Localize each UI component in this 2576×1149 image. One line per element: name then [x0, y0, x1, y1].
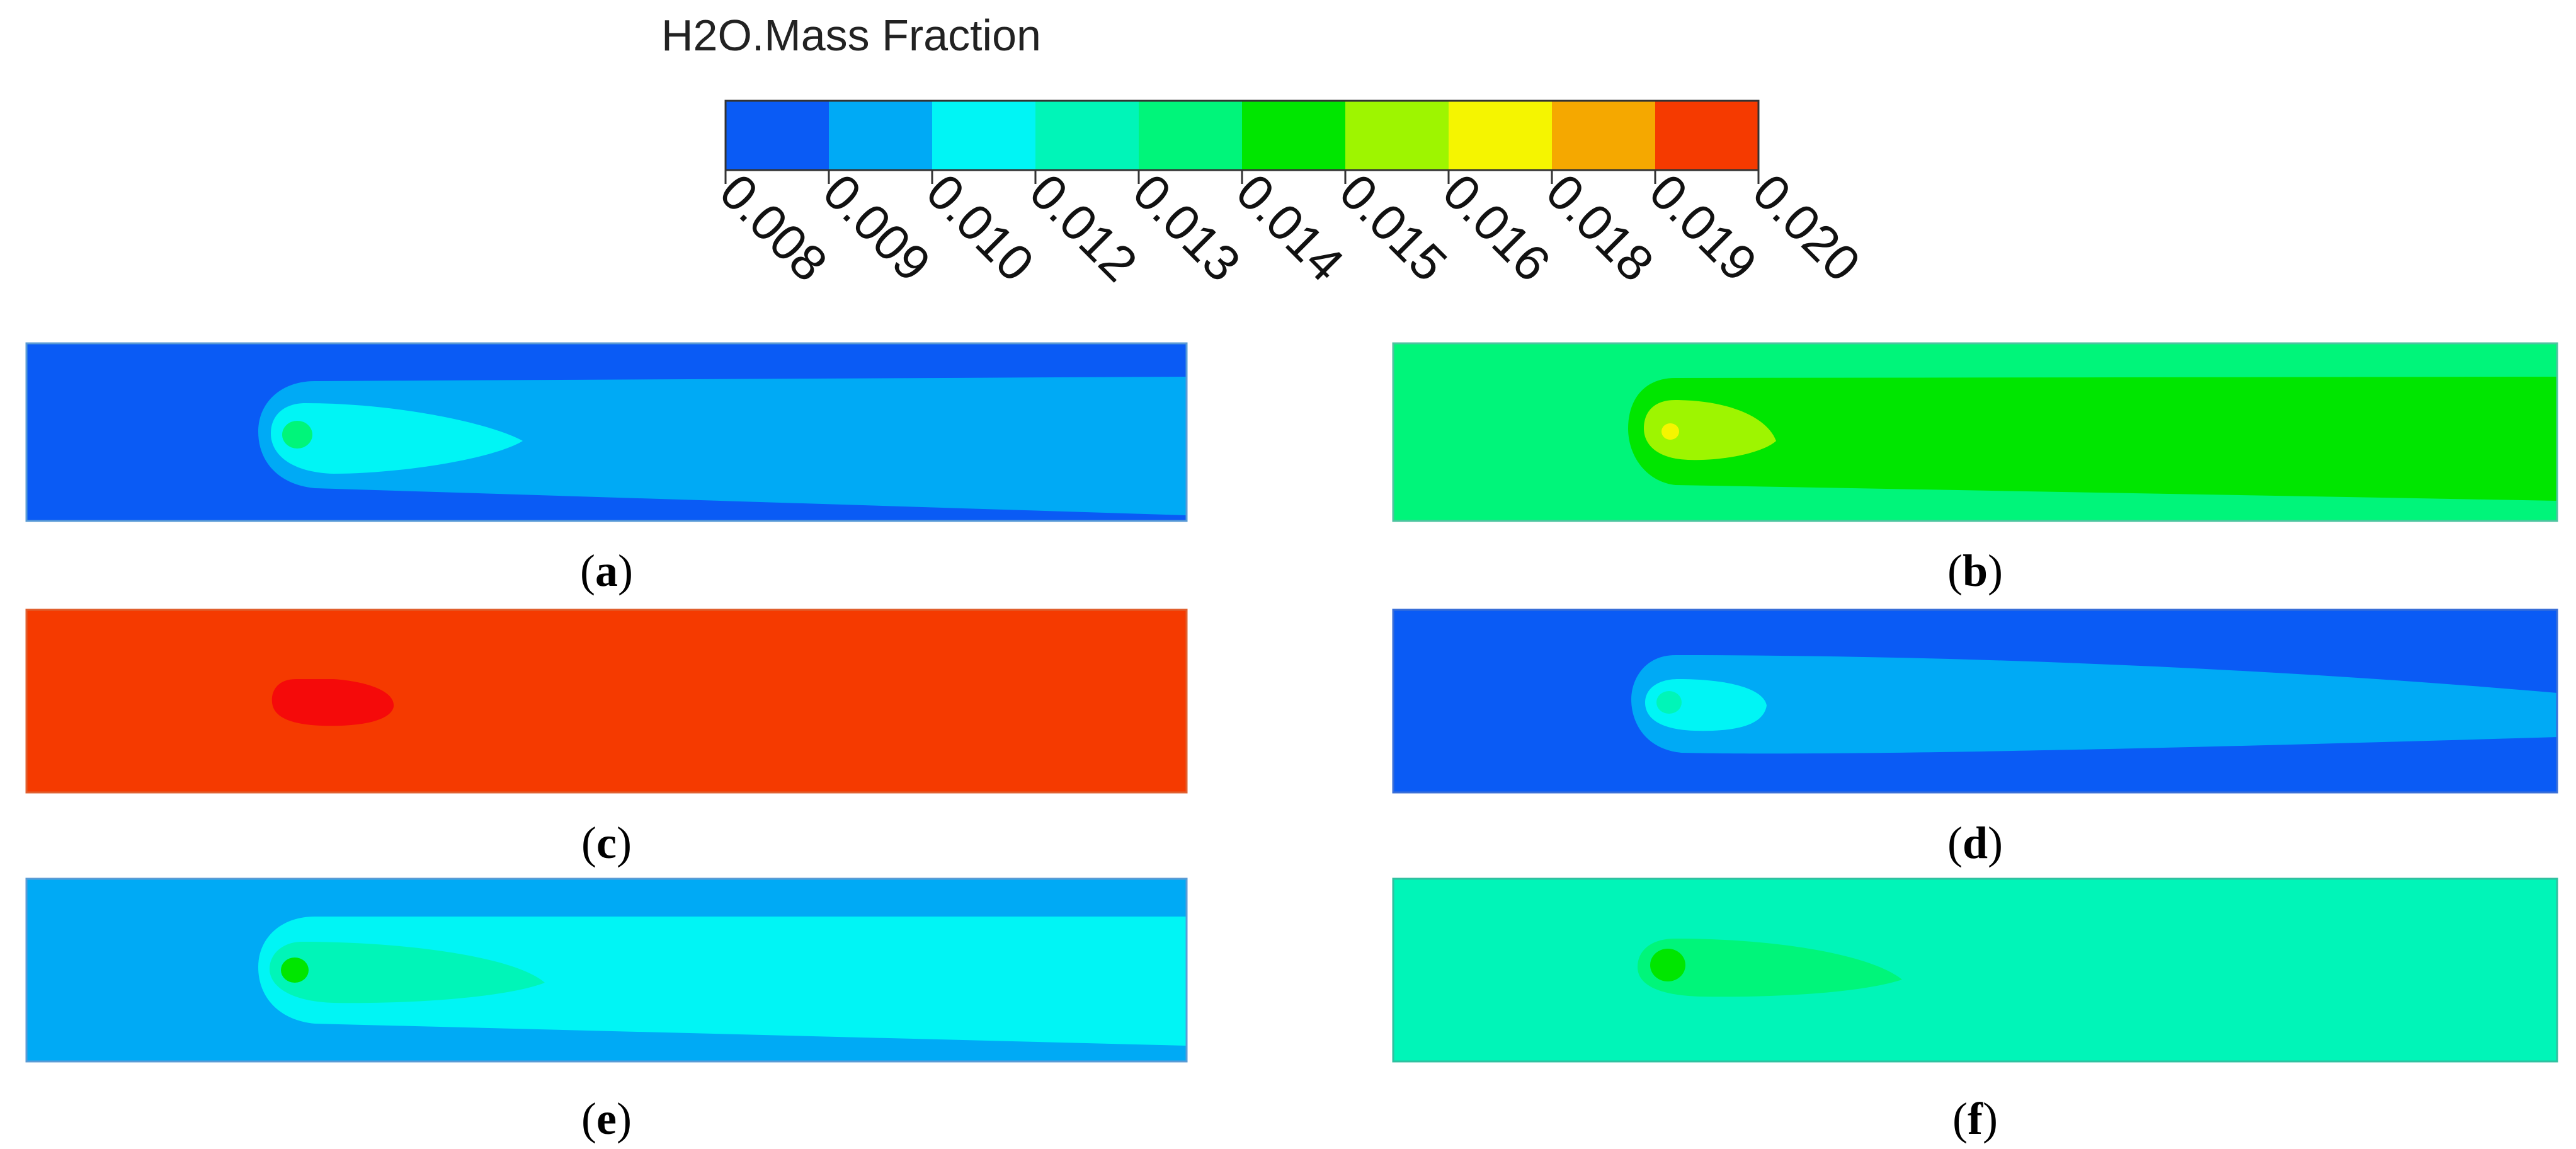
- panel-d: (d): [1392, 609, 2558, 868]
- legend-ticks: 0.0080.0090.0100.0120.0130.0140.0150.016…: [709, 163, 1871, 292]
- panel-a: (a): [25, 342, 1188, 596]
- panel-e-head-region: [270, 942, 545, 1003]
- panel-b-caption: (b): [1947, 546, 2003, 596]
- panel-b-head-region: [1644, 400, 1776, 460]
- panel-b-core-spot: [1661, 423, 1679, 440]
- panel-f: (f): [1392, 877, 2558, 1144]
- panel-b-border: [1392, 342, 2558, 522]
- panel-a-caption: (a): [580, 546, 633, 596]
- legend-band: [932, 101, 1036, 170]
- legend-tick-label: 0.016: [1432, 163, 1561, 292]
- legend-band: [1345, 101, 1449, 170]
- legend-band: [1449, 101, 1553, 170]
- legend-tick-label: 0.012: [1019, 163, 1148, 292]
- panel-a-head-region: [271, 403, 523, 474]
- panel-d-caption: (d): [1947, 818, 2003, 868]
- panel-e-core-spot: [281, 958, 309, 983]
- panel-f-core-spot: [1650, 949, 1685, 981]
- legend-tick-label: 0.008: [709, 163, 838, 292]
- panel-a-core-spot: [282, 421, 312, 449]
- panel-e-border: [25, 877, 1188, 1063]
- panel-b-tail-region: [1628, 377, 2557, 501]
- legend-tick-label: 0.015: [1329, 163, 1457, 292]
- legend-tick-label: 0.018: [1536, 163, 1664, 292]
- panel-a-border: [25, 342, 1188, 522]
- panel-d-head-region: [1645, 679, 1767, 731]
- legend-tick-label: 0.009: [812, 163, 941, 292]
- legend-band: [726, 101, 829, 170]
- panel-c-border: [25, 609, 1188, 794]
- panel-c: (c): [25, 609, 1188, 868]
- panel-e-caption: (e): [581, 1094, 632, 1144]
- legend-band: [829, 101, 933, 170]
- legend-tick-label: 0.010: [916, 163, 1044, 292]
- panel-b: (b): [1392, 342, 2558, 596]
- legend: H2O.Mass Fraction 0.0080.0090.0100.0120.…: [661, 11, 1871, 292]
- legend-band: [1655, 101, 1759, 170]
- legend-tick-label: 0.019: [1639, 163, 1767, 292]
- panel-d-core-spot: [1656, 691, 1682, 714]
- legend-band: [1035, 101, 1139, 170]
- panel-c-background: [26, 610, 1187, 792]
- panel-d-tail-region: [1631, 655, 2557, 754]
- panel-d-border: [1392, 609, 2558, 794]
- legend-tick-label: 0.020: [1742, 163, 1871, 292]
- legend-bands: [726, 101, 1759, 170]
- panel-f-head-region: [1638, 939, 1902, 997]
- legend-tick-label: 0.013: [1122, 163, 1251, 292]
- panel-e-tail-region: [258, 917, 1187, 1046]
- legend-title: H2O.Mass Fraction: [661, 11, 1041, 60]
- panel-f-border: [1392, 877, 2558, 1063]
- panel-a-tail-region: [258, 377, 1187, 515]
- panel-c-caption: (c): [581, 818, 632, 868]
- legend-band: [1242, 101, 1346, 170]
- panel-c-head-region: [271, 679, 394, 726]
- panel-f-background: [1393, 879, 2557, 1061]
- legend-band: [1552, 101, 1656, 170]
- panel-e: (e): [25, 877, 1188, 1144]
- legend-tick-label: 0.014: [1226, 163, 1354, 292]
- panel-f-caption: (f): [1952, 1094, 1998, 1144]
- legend-band: [1139, 101, 1243, 170]
